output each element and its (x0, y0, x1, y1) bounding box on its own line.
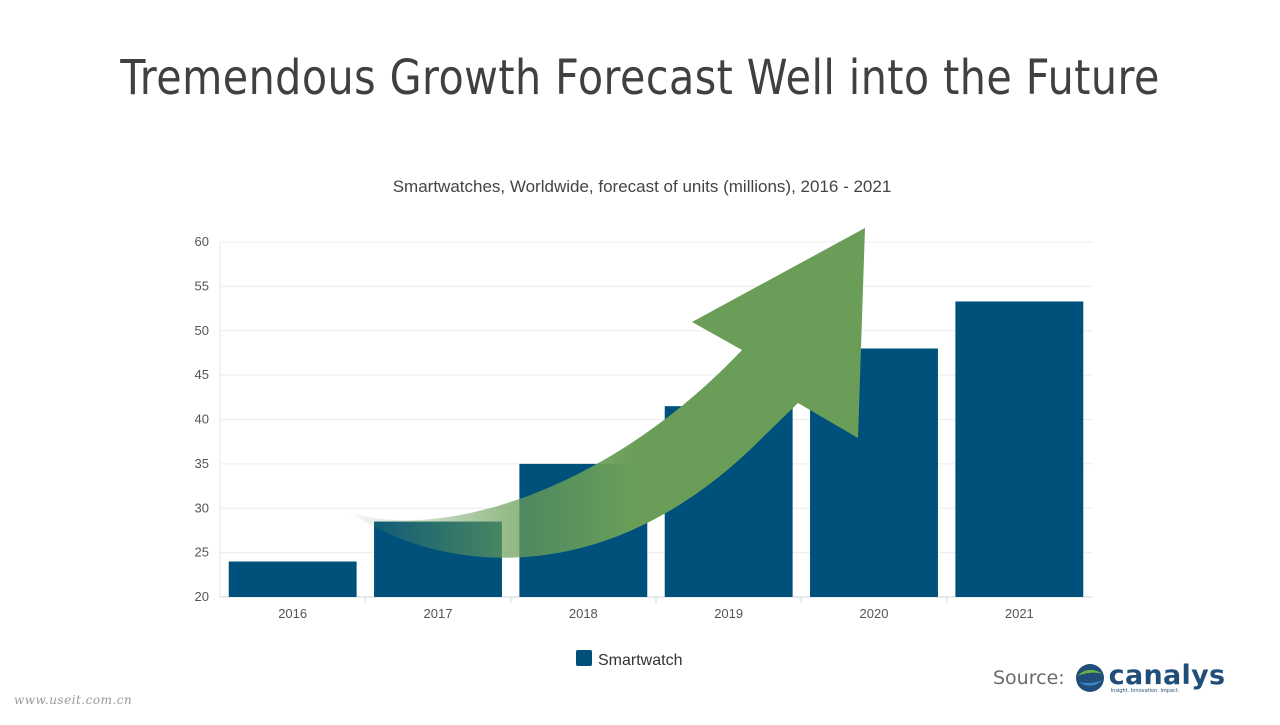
growth-arrow (350, 228, 865, 558)
y-tick-label: 20 (195, 589, 209, 604)
x-tick-label: 2020 (860, 606, 889, 621)
legend-label: Smartwatch (598, 652, 682, 669)
logo-tagline: Insight. Innovation. Impact. (1110, 688, 1180, 694)
y-tick-label: 25 (195, 545, 209, 560)
legend: Smartwatch (576, 650, 682, 669)
x-tick-label: 2021 (1005, 606, 1034, 621)
y-tick-label: 30 (195, 500, 209, 515)
x-axis: 2016 2017 2018 2019 2020 2021 (278, 597, 1034, 621)
chart-title: Smartwatches, Worldwide, forecast of uni… (393, 177, 892, 196)
y-axis: 20 25 30 35 40 45 50 55 60 (195, 234, 209, 604)
globe-icon (1075, 664, 1104, 692)
watermark: www.useit.com.cn (14, 693, 133, 707)
source-label: Source: (993, 667, 1065, 689)
canalys-logo: canalys Insight. Innovation. Impact. (1075, 662, 1226, 694)
y-tick-label: 40 (195, 412, 209, 427)
slide-title: Tremendous Growth Forecast Well into the… (120, 50, 1160, 106)
y-tick-label: 45 (195, 367, 209, 382)
y-tick-label: 55 (195, 278, 209, 293)
x-tick-label: 2017 (424, 606, 453, 621)
legend-swatch (576, 650, 592, 666)
bar-2016 (228, 561, 357, 597)
y-tick-label: 60 (195, 234, 209, 249)
bar-2021 (955, 301, 1084, 597)
y-tick-label: 50 (195, 323, 209, 338)
x-tick-label: 2016 (278, 606, 307, 621)
logo-wordmark: canalys (1108, 660, 1226, 691)
x-tick-label: 2018 (569, 606, 598, 621)
source-credit: Source: canalys Insight. Innovation. Imp… (993, 660, 1225, 696)
y-tick-label: 35 (195, 456, 209, 471)
x-tick-label: 2019 (714, 606, 743, 621)
